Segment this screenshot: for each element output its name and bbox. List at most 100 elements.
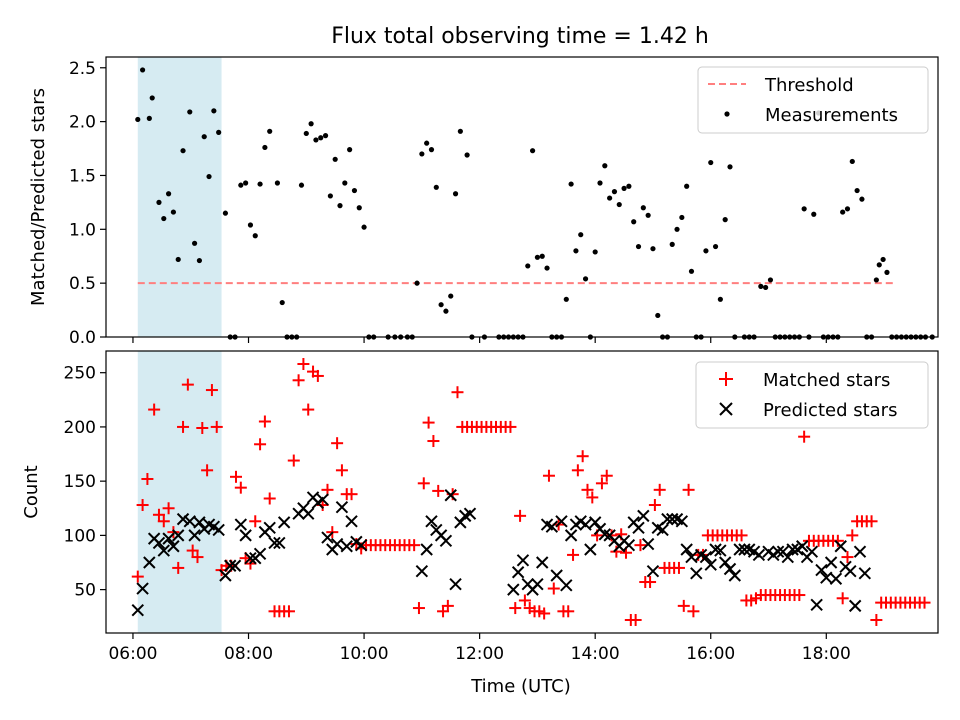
predicted-star-stroke-b	[588, 516, 602, 529]
measurement-point	[573, 248, 579, 254]
observing-window-span	[137, 57, 222, 337]
predicted-star-point	[805, 545, 819, 558]
predicted-star-stroke-b	[829, 572, 843, 585]
predicted-star-point	[598, 528, 612, 541]
measurement-point	[688, 268, 695, 274]
predicted-star-stroke-b	[762, 545, 775, 558]
matched-star-point	[600, 469, 613, 482]
matched-star-point	[297, 358, 310, 371]
predicted-star-stroke-b	[449, 577, 462, 591]
predicted-star-point	[531, 577, 544, 591]
predicted-star-stroke-b	[536, 556, 549, 569]
matched-star-point	[581, 483, 594, 496]
predicted-star-stroke-b	[844, 564, 857, 578]
measurement-point	[187, 109, 193, 115]
measurement-point	[414, 280, 420, 286]
measurement-point	[238, 182, 244, 188]
measurement-point	[347, 147, 353, 153]
predicted-star-point	[728, 569, 742, 582]
matched-star-point	[836, 592, 849, 605]
predicted-star-stroke-b	[718, 556, 732, 569]
predicted-star-stroke-b	[420, 543, 433, 556]
measurement-point	[457, 128, 463, 134]
measurement-point	[712, 243, 719, 250]
predicted-star-point	[536, 556, 549, 569]
matched-star-point	[141, 472, 154, 485]
predicted-star-point	[345, 515, 358, 528]
series-0	[131, 358, 931, 626]
predicted-star-stroke-b	[234, 518, 248, 531]
measurement-point	[539, 253, 545, 259]
measurement-point	[811, 211, 817, 217]
matched-star-point	[432, 484, 445, 497]
predicted-star-point	[316, 493, 329, 506]
predicted-star-stroke-b	[253, 547, 267, 561]
predicted-star-stroke-b	[176, 512, 190, 526]
measurement-point	[351, 187, 358, 194]
predicted-star-point	[752, 548, 766, 562]
x-tick-label: 18:00	[802, 644, 851, 664]
matched-star-point	[798, 430, 811, 443]
measurement-point	[655, 312, 661, 319]
matched-star-point	[148, 403, 161, 416]
predicted-star-point	[632, 521, 645, 534]
matched-legend-label: Matched stars	[763, 370, 890, 391]
top-legend: Threshold Measurements	[697, 66, 929, 134]
measurement-point	[534, 254, 541, 260]
predicted-star-point	[268, 536, 281, 550]
measurement-point	[298, 182, 305, 188]
bottom-plot-frame	[105, 350, 939, 634]
matched-star-point	[653, 483, 666, 496]
predicted-star-stroke-b	[560, 579, 573, 592]
measurement-point	[722, 217, 728, 223]
predicted-star-stroke-b	[699, 550, 713, 564]
y-tick-label: 250	[64, 364, 96, 384]
predicted-star-stroke-b	[354, 538, 368, 552]
measurement-point	[717, 296, 723, 302]
predicted-star-point	[439, 534, 453, 548]
predicted-star-point	[550, 569, 563, 582]
predicted-star-stroke-b	[666, 512, 679, 526]
predicted-star-point	[834, 540, 847, 553]
predicted-star-point	[699, 550, 713, 564]
predicted-star-point	[666, 512, 679, 526]
predicted-star-point	[172, 529, 185, 542]
measurement-point	[170, 209, 177, 215]
predicted-star-stroke-b	[316, 493, 329, 506]
measurement-point	[443, 308, 449, 314]
predicted-star-stroke-b	[345, 515, 358, 528]
observing-window-span	[137, 351, 222, 633]
measurement-point	[274, 180, 281, 186]
predicted-star-stroke-b	[771, 545, 785, 558]
measurement-point	[196, 257, 203, 264]
measurement-point	[211, 108, 217, 114]
measurement-point	[165, 191, 172, 197]
measurement-point	[631, 219, 637, 225]
matched-star-point	[302, 403, 315, 416]
matched-star-point	[230, 470, 242, 483]
predicted-star-stroke-b	[810, 598, 823, 612]
predicted-star-stroke-b	[439, 534, 453, 548]
matched-star-point	[331, 437, 344, 450]
predicted-star-point	[661, 512, 674, 526]
predicted-star-point	[771, 545, 785, 558]
predicted-star-stroke-b	[228, 559, 242, 572]
predicted-star-point	[340, 540, 353, 553]
measurement-point	[201, 134, 207, 140]
matched-star-point	[865, 515, 878, 528]
predicted-star-point	[545, 520, 559, 533]
matched-star-point	[427, 435, 440, 448]
predicted-star-point	[511, 566, 525, 579]
predicted-star-stroke-b	[330, 537, 344, 551]
figure-title: Flux total observing time = 1.42 h	[331, 24, 709, 49]
measurement-point	[703, 248, 709, 254]
top-legend-box	[697, 66, 929, 134]
matched-star-point	[254, 438, 267, 451]
predicted-star-point	[167, 540, 180, 553]
matched-star-point	[196, 422, 209, 435]
predicted-star-stroke-b	[550, 569, 563, 582]
measurement-point	[243, 180, 249, 186]
measurement-point	[674, 226, 680, 232]
predicted-star-point	[131, 604, 144, 617]
measurement-point	[156, 199, 162, 205]
